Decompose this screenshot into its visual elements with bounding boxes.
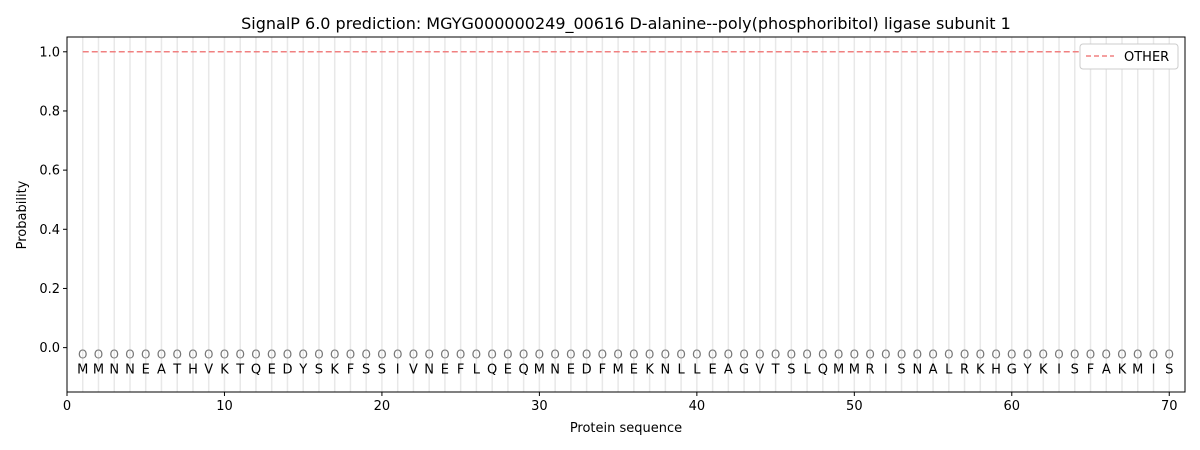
region-label: O [1039, 348, 1048, 362]
region-label: O [928, 348, 937, 362]
region-label: O [220, 348, 229, 362]
region-label: O [1054, 348, 1063, 362]
grid-lines [81, 37, 1171, 392]
region-label: O [251, 348, 260, 362]
region-label: O [645, 348, 654, 362]
region-label: O [1070, 348, 1079, 362]
region-label: O [991, 348, 1000, 362]
y-axis-ticks: 0.0 0.2 0.4 0.6 0.8 1.0 [39, 45, 67, 356]
region-label: O [629, 348, 638, 362]
region-label: O [188, 348, 197, 362]
y-axis-label: Probability [15, 180, 30, 249]
region-label: O [850, 348, 859, 362]
legend: OTHER [1079, 43, 1179, 70]
y-tick-label: 1.0 [39, 45, 60, 60]
region-label: O [1165, 348, 1174, 362]
region-label: O [361, 348, 370, 362]
x-tick-label: 40 [689, 399, 706, 414]
region-label: O [172, 348, 181, 362]
region-label: O [960, 348, 969, 362]
region-label: O [1102, 348, 1111, 362]
region-label: O [110, 348, 119, 362]
region-label: O [818, 348, 827, 362]
region-label: O [503, 348, 512, 362]
x-tick-label: 60 [1004, 399, 1021, 414]
region-label: O [204, 348, 213, 362]
region-label: O [1149, 348, 1158, 362]
region-label: O [535, 348, 544, 362]
region-label: O [613, 348, 622, 362]
region-label: O [834, 348, 843, 362]
region-label: O [724, 348, 733, 362]
region-label: O [802, 348, 811, 362]
y-tick-label: 0.4 [39, 223, 60, 238]
region-label: O [314, 348, 323, 362]
y-tick-label: 0.0 [39, 341, 60, 356]
y-tick-label: 0.2 [39, 282, 60, 297]
region-label: O [881, 348, 890, 362]
region-label: O [125, 348, 134, 362]
y-tick-label: 0.6 [39, 164, 60, 179]
region-label: O [94, 348, 103, 362]
region-label: O [393, 348, 402, 362]
region-label: O [708, 348, 717, 362]
x-tick-label: 20 [374, 399, 391, 414]
region-label: O [739, 348, 748, 362]
region-label: O [1133, 348, 1142, 362]
region-label: O [692, 348, 701, 362]
region-label: O [346, 348, 355, 362]
region-label: O [913, 348, 922, 362]
legend-box [1079, 43, 1179, 70]
region-label: O [487, 348, 496, 362]
region-label: O [1023, 348, 1032, 362]
region-label: O [582, 348, 591, 362]
x-axis-label: Protein sequence [570, 421, 682, 436]
region-label: O [472, 348, 481, 362]
x-axis-ticks: 0 10 20 30 40 50 60 70 [63, 392, 1178, 414]
region-label: O [519, 348, 528, 362]
region-label: O [598, 348, 607, 362]
chart-title: SignalP 6.0 prediction: MGYG000000249_00… [241, 14, 1011, 34]
region-label: O [550, 348, 559, 362]
region-label: O [235, 348, 244, 362]
region-label: O [976, 348, 985, 362]
region-label: O [157, 348, 166, 362]
legend-label-other: OTHER [1124, 50, 1169, 65]
region-label: O [1086, 348, 1095, 362]
plot-frame [66, 36, 1186, 393]
region-label: O [755, 348, 764, 362]
region-label: O [298, 348, 307, 362]
region-label: O [1007, 348, 1016, 362]
region-label: O [1117, 348, 1126, 362]
x-tick-label: 50 [846, 399, 863, 414]
residue-sequence: MMNNEATHVKTQEDYSKFSSIVNEFLQEQMNEDFMEKNLL… [77, 362, 1173, 377]
x-tick-label: 0 [63, 399, 71, 414]
region-label: O [787, 348, 796, 362]
region-label: O [409, 348, 418, 362]
region-label: O [283, 348, 292, 362]
region-label: O [676, 348, 685, 362]
region-label: O [377, 348, 386, 362]
region-label: O [566, 348, 575, 362]
x-tick-label: 70 [1161, 399, 1178, 414]
region-label: O [771, 348, 780, 362]
region-label: O [78, 348, 87, 362]
x-tick-label: 30 [531, 399, 548, 414]
region-label: O [865, 348, 874, 362]
region-label: O [897, 348, 906, 362]
x-tick-label: 10 [216, 399, 233, 414]
region-label: O [440, 348, 449, 362]
region-label: O [424, 348, 433, 362]
region-label: O [661, 348, 670, 362]
region-label: O [456, 348, 465, 362]
region-label: O [330, 348, 339, 362]
region-label: O [141, 348, 150, 362]
region-label: O [944, 348, 953, 362]
region-label: O [267, 348, 276, 362]
y-tick-label: 0.8 [39, 104, 60, 119]
